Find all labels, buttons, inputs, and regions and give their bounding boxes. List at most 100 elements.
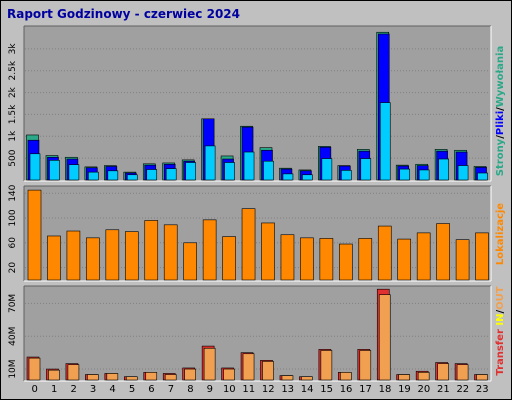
side-legend-top-part: Wywołania bbox=[495, 46, 506, 107]
hits-bar bbox=[243, 151, 255, 181]
hits-bar bbox=[341, 170, 352, 181]
hour-label: 9 bbox=[207, 384, 213, 395]
side-legend-bottom-part: / bbox=[495, 309, 506, 313]
hour-label: 19 bbox=[398, 384, 411, 395]
transfer-in-bar bbox=[437, 363, 449, 381]
transfer-in-bar bbox=[262, 361, 274, 381]
hits-bar bbox=[126, 174, 138, 181]
hour-label: 2 bbox=[70, 384, 76, 395]
hour-label: 8 bbox=[187, 384, 193, 395]
sites-bar bbox=[280, 234, 295, 281]
hour-label: 6 bbox=[148, 384, 154, 395]
hits-bar bbox=[399, 168, 411, 181]
sites-bar bbox=[47, 235, 61, 281]
sites-bar bbox=[163, 224, 178, 281]
transfer-in-bar bbox=[28, 357, 41, 381]
transfer-in-bar bbox=[320, 350, 333, 381]
hits-bar bbox=[68, 164, 80, 181]
hour-label: 5 bbox=[129, 384, 135, 395]
sites-bar bbox=[455, 239, 470, 281]
hits-bar bbox=[302, 174, 313, 181]
hits-bar bbox=[477, 172, 488, 181]
side-legend-top-part: / bbox=[495, 135, 506, 139]
panel-sites-ytick-label: 20 bbox=[8, 262, 18, 274]
hits-bar bbox=[204, 145, 216, 181]
hits-bar bbox=[146, 169, 158, 181]
sites-bar bbox=[475, 232, 489, 281]
sites-bar bbox=[436, 223, 450, 281]
hour-label: 21 bbox=[437, 384, 450, 395]
side-legend-middle: Lokalizacje bbox=[495, 203, 506, 265]
hour-label: 17 bbox=[359, 384, 372, 395]
transfer-in-bar bbox=[378, 294, 391, 381]
sites-bar bbox=[202, 219, 217, 281]
transfer-in-bar bbox=[87, 374, 99, 381]
hits-bar bbox=[224, 162, 235, 181]
sites-bar bbox=[397, 238, 412, 281]
transfer-in-bar bbox=[476, 374, 488, 381]
hour-label: 7 bbox=[168, 384, 174, 395]
panel-pages-files-hits-ytick-label: 1.5k bbox=[8, 104, 18, 124]
hits-bar bbox=[49, 160, 60, 181]
panel-transfer-ytick-label: 40M bbox=[8, 327, 18, 346]
panel-transfer-area bbox=[24, 286, 491, 381]
panel-transfer-ytick-label: 10M bbox=[8, 359, 18, 378]
transfer-in-bar bbox=[417, 372, 430, 381]
sites-bar bbox=[319, 238, 334, 281]
sites-bar bbox=[27, 189, 42, 281]
hits-bar bbox=[321, 158, 333, 181]
hits-bar bbox=[360, 158, 372, 181]
panel-pages-files-hits-ytick-label: 1k bbox=[8, 130, 18, 142]
hits-bar bbox=[438, 158, 449, 181]
transfer-in-bar bbox=[398, 374, 411, 381]
transfer-in-bar bbox=[203, 347, 216, 381]
hour-label: 14 bbox=[301, 384, 314, 395]
sites-bar bbox=[222, 236, 236, 281]
sites-bar bbox=[300, 237, 314, 281]
panel-sites-ytick-label: 140 bbox=[8, 184, 18, 201]
sites-bar bbox=[416, 232, 431, 281]
hits-bar bbox=[88, 171, 99, 181]
hits-bar bbox=[457, 165, 469, 181]
hour-label: 15 bbox=[320, 384, 333, 395]
transfer-in-bar bbox=[456, 364, 469, 381]
panel-pages-files-hits-ytick-label: 3k bbox=[8, 43, 18, 55]
sites-bar bbox=[105, 229, 120, 281]
hour-label: 18 bbox=[379, 384, 392, 395]
transfer-in-bar bbox=[242, 353, 255, 381]
side-legend-top-part: Strony bbox=[495, 138, 506, 176]
panel-pages-files-hits-ytick-label: 2k bbox=[8, 86, 18, 98]
hour-label: 12 bbox=[262, 384, 275, 395]
sites-bar bbox=[261, 222, 275, 281]
transfer-in-bar bbox=[223, 368, 235, 381]
hits-bar bbox=[29, 153, 41, 181]
side-legend-top: Strony/Pliki/Wywołania bbox=[495, 46, 506, 176]
side-legend-top-part: Pliki bbox=[495, 111, 506, 135]
hour-label: 23 bbox=[476, 384, 489, 395]
panel-pages-files-hits-ytick-label: 2.5k bbox=[8, 60, 18, 80]
transfer-in-bar bbox=[301, 376, 313, 381]
hour-label: 22 bbox=[456, 384, 469, 395]
transfer-in-bar bbox=[359, 350, 372, 381]
sites-bar bbox=[241, 208, 256, 281]
sites-bar bbox=[86, 237, 100, 281]
hour-label: 1 bbox=[51, 384, 57, 395]
panel-pages-files-hits-area bbox=[24, 26, 491, 181]
side-legend-middle-part: Lokalizacje bbox=[495, 203, 506, 265]
transfer-in-bar bbox=[145, 372, 158, 381]
side-legend-bottom-part: OUT bbox=[495, 286, 506, 310]
hits-bar bbox=[263, 160, 274, 181]
hour-label: 20 bbox=[418, 384, 431, 395]
panel-pages-files-hits-ytick-label: 500 bbox=[8, 149, 18, 166]
hits-bar bbox=[165, 168, 177, 181]
sites-bar bbox=[377, 225, 392, 281]
transfer-in-bar bbox=[164, 374, 177, 381]
sites-bar bbox=[183, 242, 197, 281]
transfer-in-bar bbox=[340, 372, 352, 381]
hour-label: 4 bbox=[109, 384, 115, 395]
transfer-in-bar bbox=[281, 375, 294, 381]
hour-label: 10 bbox=[223, 384, 236, 395]
side-legend-bottom-part: IN bbox=[495, 313, 506, 329]
